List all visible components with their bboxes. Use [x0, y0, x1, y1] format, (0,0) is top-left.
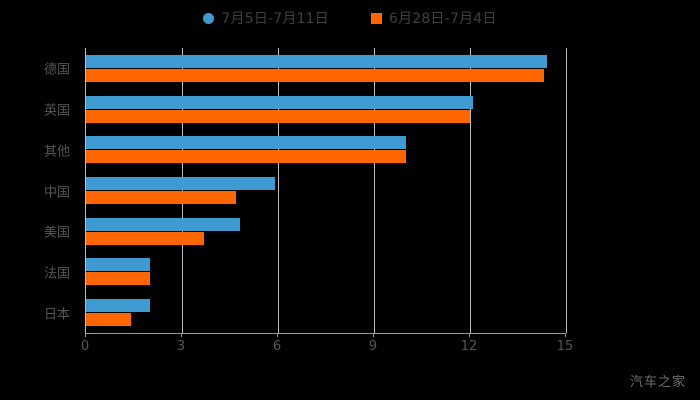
x-axis-tick [85, 333, 86, 337]
x-axis-tick-label: 15 [556, 339, 574, 354]
legend-marker-square-icon [371, 12, 382, 24]
bar-1[interactable] [86, 68, 544, 82]
bar-1[interactable] [86, 231, 205, 245]
bar-1[interactable] [86, 272, 150, 286]
legend-marker-circle-icon [203, 12, 215, 24]
gridline [374, 48, 375, 333]
y-axis-category-label: 日本 [43, 307, 70, 323]
bar-0[interactable] [86, 299, 150, 313]
x-axis-tick-label: 12 [460, 339, 478, 354]
x-axis-line [85, 333, 565, 334]
x-axis-tick-label: 9 [368, 339, 378, 354]
y-axis-category-label: 英国 [43, 103, 70, 119]
x-axis-tick [469, 333, 470, 337]
x-axis-tick-label: 0 [80, 339, 90, 354]
bar-0[interactable] [86, 54, 547, 68]
x-axis-tick-label: 6 [272, 339, 282, 354]
bar-0[interactable] [86, 95, 474, 109]
x-axis-tick [181, 333, 182, 337]
bar-group [86, 136, 565, 164]
bar-group [86, 54, 565, 82]
y-axis-category-label: 德国 [43, 62, 70, 78]
bar-1[interactable] [86, 109, 470, 123]
x-axis-tick [373, 333, 374, 337]
bar-group [86, 299, 565, 327]
bar-1[interactable] [86, 313, 131, 327]
y-axis-category-label: 美国 [43, 225, 70, 241]
y-axis-category-label: 中国 [43, 185, 70, 200]
y-axis-labels: 德国英国其他中国美国法国日本 [0, 48, 78, 333]
watermark: 汽车之家 [629, 375, 686, 390]
gridline [278, 48, 279, 333]
x-axis-tick [277, 333, 278, 337]
legend-label-series-0: 7月5日-7月11日 [221, 11, 329, 27]
bar-group [86, 258, 565, 286]
legend-label-series-1: 6月28日-7月4日 [389, 11, 497, 27]
bar-0[interactable] [86, 136, 406, 150]
bar-1[interactable] [86, 191, 237, 204]
y-axis-category-label: 法国 [43, 266, 70, 282]
bar-0[interactable] [86, 217, 240, 231]
bar-group [86, 177, 565, 204]
plot-area [85, 48, 567, 333]
bar-1[interactable] [86, 150, 406, 164]
gridline [470, 48, 471, 333]
bar-0[interactable] [86, 258, 150, 272]
legend-item-series-0[interactable]: 7月5日-7月11日 [203, 8, 329, 28]
gridline [566, 48, 567, 333]
y-axis-category-label: 其他 [43, 144, 70, 160]
chart-legend: 7月5日-7月11日 6月28日-7月4日 [0, 8, 700, 28]
x-axis-tick [565, 333, 566, 337]
bar-group [86, 95, 565, 123]
x-axis-tick-label: 3 [176, 339, 186, 354]
bar-0[interactable] [86, 177, 275, 190]
gridline [182, 48, 183, 333]
bar-group [86, 217, 565, 245]
legend-item-series-1[interactable]: 6月28日-7月4日 [371, 8, 497, 28]
